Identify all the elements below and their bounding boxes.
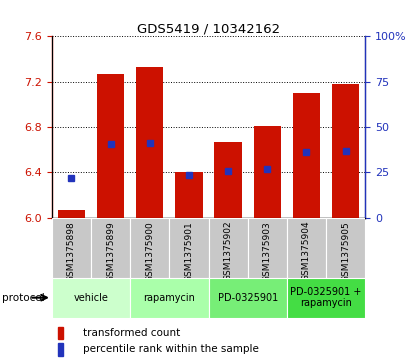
Text: vehicle: vehicle [73, 293, 108, 303]
Text: GSM1375898: GSM1375898 [67, 221, 76, 282]
Text: GSM1375900: GSM1375900 [145, 221, 154, 282]
Bar [58, 210, 85, 218]
Bar [175, 172, 203, 218]
Bar [52, 278, 130, 318]
Bar [130, 278, 209, 318]
Text: protocol: protocol [2, 293, 45, 303]
Bar [209, 218, 248, 278]
Bar [130, 218, 169, 278]
Text: PD-0325901 +
rapamycin: PD-0325901 + rapamycin [290, 287, 362, 309]
Bar [91, 218, 130, 278]
Bar [248, 218, 287, 278]
Text: rapamycin: rapamycin [144, 293, 195, 303]
Text: PD-0325901: PD-0325901 [217, 293, 278, 303]
Bar [52, 218, 91, 278]
Bar [254, 126, 281, 218]
Bar [58, 343, 63, 356]
Bar [332, 84, 359, 218]
Text: percentile rank within the sample: percentile rank within the sample [83, 344, 259, 354]
Text: GSM1375902: GSM1375902 [224, 221, 233, 281]
Bar [215, 142, 242, 218]
Bar [97, 74, 124, 218]
Bar [287, 278, 365, 318]
Bar [287, 218, 326, 278]
Bar [169, 218, 209, 278]
Text: transformed count: transformed count [83, 328, 181, 338]
Text: GSM1375903: GSM1375903 [263, 221, 272, 282]
Bar [326, 218, 365, 278]
Text: GSM1375905: GSM1375905 [341, 221, 350, 282]
Bar [209, 278, 287, 318]
Bar [58, 327, 63, 339]
Title: GDS5419 / 10342162: GDS5419 / 10342162 [137, 22, 280, 35]
Bar [136, 67, 164, 218]
Text: GSM1375901: GSM1375901 [184, 221, 193, 282]
Text: GSM1375899: GSM1375899 [106, 221, 115, 282]
Text: GSM1375904: GSM1375904 [302, 221, 311, 281]
Bar [293, 93, 320, 218]
